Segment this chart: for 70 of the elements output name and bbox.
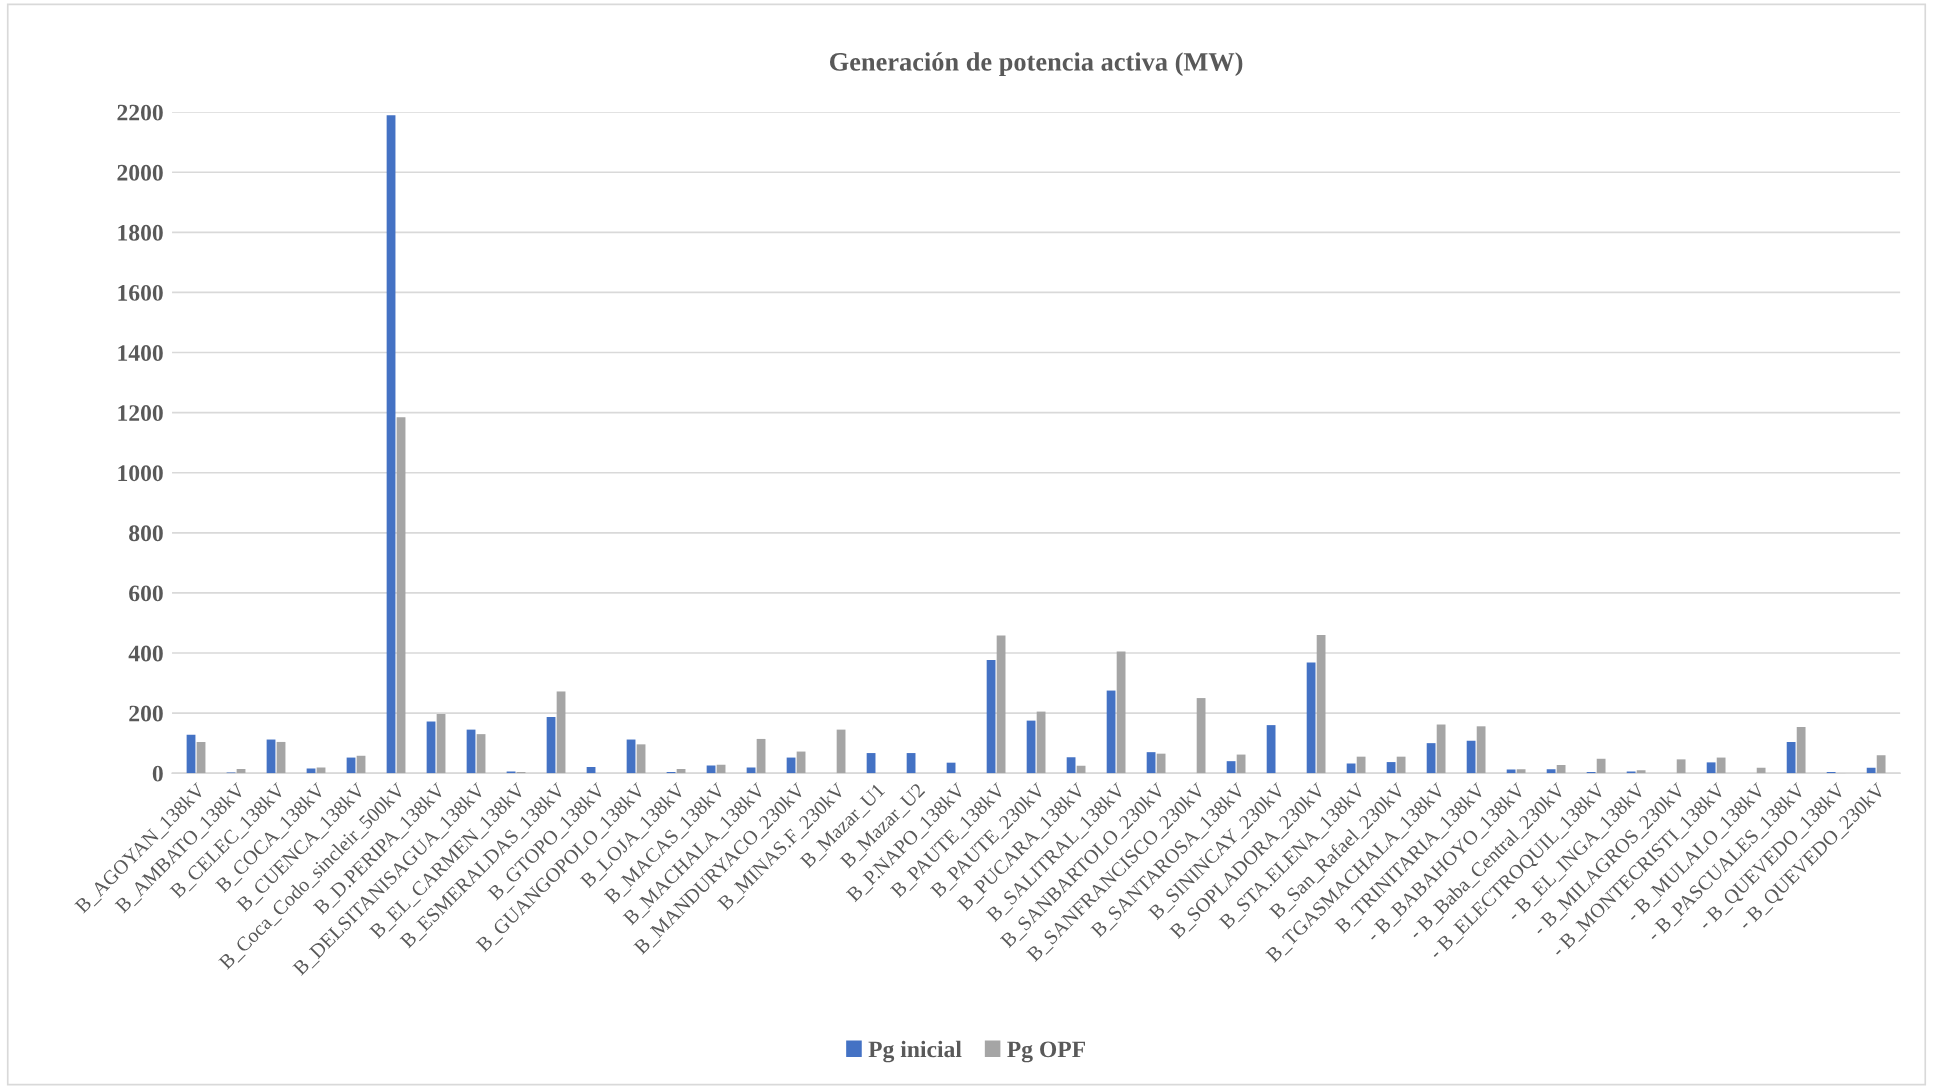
legend-label: Pg OPF <box>1007 1041 1085 1063</box>
bar <box>1026 720 1036 774</box>
bar <box>636 744 646 774</box>
bar <box>556 691 566 774</box>
bar <box>706 765 716 774</box>
bar <box>1386 762 1396 774</box>
y-tick-label: 1600 <box>118 284 163 301</box>
bar <box>756 738 766 774</box>
bar <box>866 753 876 774</box>
bar <box>1636 770 1646 774</box>
y-tick-label: 1800 <box>118 224 163 241</box>
bar <box>1426 743 1436 774</box>
bar <box>1226 761 1236 774</box>
bar <box>1546 769 1556 774</box>
bar <box>396 417 406 774</box>
bar <box>836 729 846 774</box>
y-tick-label: 200 <box>129 705 163 722</box>
bar <box>316 767 326 774</box>
y-tick-label: 1400 <box>118 345 163 361</box>
y-tick-label: 1000 <box>118 465 163 482</box>
y-tick-label: 800 <box>129 525 163 542</box>
bar <box>906 753 916 774</box>
bar <box>276 741 286 774</box>
bar <box>1556 765 1566 774</box>
bar <box>1236 754 1246 774</box>
bar <box>1786 741 1796 774</box>
y-tick-label: 0 <box>152 765 163 782</box>
bar <box>386 115 396 774</box>
bar <box>546 717 556 774</box>
bar <box>1116 651 1126 774</box>
bar <box>436 714 446 774</box>
legend-label: Pg inicial <box>868 1040 962 1063</box>
bar <box>476 734 486 774</box>
bar <box>466 729 476 774</box>
bar <box>1756 767 1766 774</box>
y-tick-label: 2200 <box>117 104 163 121</box>
bar <box>1196 698 1206 774</box>
bar <box>986 659 996 774</box>
bar <box>306 768 316 774</box>
bar <box>1796 726 1806 774</box>
bar <box>1596 758 1606 774</box>
y-tick-label: 400 <box>128 645 163 662</box>
bar <box>1266 725 1276 774</box>
bar <box>1716 757 1726 774</box>
bar <box>1396 756 1406 774</box>
bar <box>1306 662 1316 774</box>
bar <box>1706 762 1716 774</box>
y-tick-label: 2000 <box>117 164 163 181</box>
bar <box>1436 724 1446 774</box>
bar <box>1466 740 1476 774</box>
bar <box>1146 752 1156 774</box>
bar <box>196 741 206 774</box>
bar <box>1516 769 1526 774</box>
bar <box>1866 767 1876 774</box>
bar <box>1476 726 1486 774</box>
chart-title: Generación de potencia activa (MW) <box>829 52 1243 77</box>
bar <box>426 721 436 774</box>
bar <box>996 635 1006 774</box>
bar <box>186 734 196 774</box>
bar <box>1036 711 1046 774</box>
bar <box>1346 763 1356 774</box>
y-tick-label: 1200 <box>118 405 163 422</box>
bar <box>1106 690 1116 774</box>
y-tick-label: 600 <box>129 585 163 602</box>
bar <box>1316 634 1326 774</box>
bar <box>1356 756 1366 774</box>
bar <box>1676 759 1686 774</box>
bar <box>1066 757 1076 774</box>
bar <box>1876 755 1886 774</box>
bar <box>746 767 756 774</box>
